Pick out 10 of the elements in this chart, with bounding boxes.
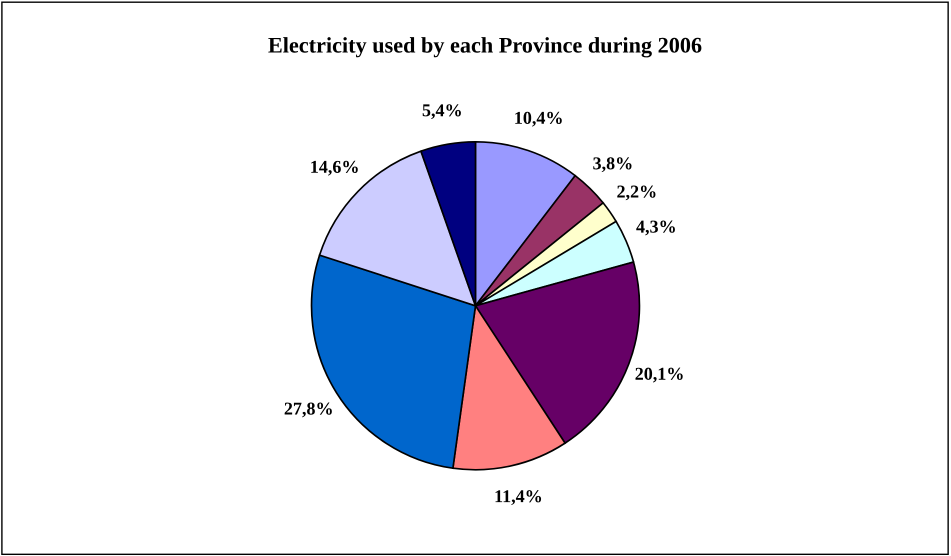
data-label: 27,8% [284,402,332,418]
data-label: 14,6% [311,160,358,176]
data-label: 11,4% [496,490,542,505]
data-label: 2,2% [617,186,656,200]
data-label: 4,3% [636,220,675,236]
data-label: 20,1% [635,368,683,382]
data-label: 5,4% [422,104,461,120]
data-label: 10,4% [515,112,562,127]
chart-title: Electricity used by each Province during 2006 [268,37,702,58]
data-label: 3,8% [593,157,632,172]
